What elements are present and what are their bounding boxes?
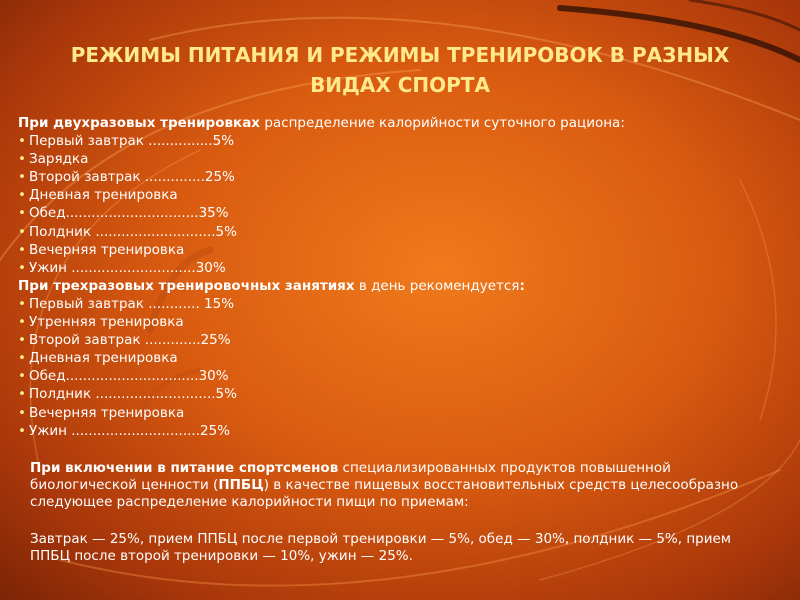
bullet-icon: • xyxy=(18,368,26,385)
bullet-icon: • xyxy=(18,422,26,439)
bullet-icon: • xyxy=(18,386,26,403)
list-item-text: Полдник ............................5% xyxy=(28,386,237,403)
two-sessions-heading-bold: При двухразовых тренировках xyxy=(18,115,261,131)
list-item: • Первый завтрак ...............5% xyxy=(18,132,738,150)
list-item-text: Вечерняя тренировка xyxy=(28,241,185,258)
list-item: • Второй завтрак .............25% xyxy=(18,331,738,349)
list-item-text: Обед...............................35% xyxy=(28,205,229,222)
bullet-icon: • xyxy=(18,295,26,312)
list-item-text: Дневная тренировка xyxy=(28,350,178,367)
bullet-icon: • xyxy=(18,169,26,186)
ppbc-paragraph-text-end: ) в качестве пищевых восстановительных с… xyxy=(30,477,739,510)
bullet-icon: • xyxy=(18,223,26,240)
list-item: • Обед...............................35% xyxy=(18,204,738,222)
list-item: • Второй завтрак ..............25% xyxy=(18,168,738,186)
list-item-text: Обед...............................30% xyxy=(28,368,229,385)
list-item-text: Первый завтрак ............ 15% xyxy=(28,295,235,312)
list-item-text: Утренняя тренировка xyxy=(28,314,184,331)
list-item-text: Второй завтрак .............25% xyxy=(28,332,231,349)
three-sessions-heading-colon: : xyxy=(519,277,525,294)
ppbc-abbreviation: ППБЦ xyxy=(218,477,264,493)
three-sessions-list: • Первый завтрак ............ 15% • Утренн… xyxy=(18,295,738,440)
list-item: • Полдник ............................5% xyxy=(18,385,738,403)
list-item: • Обед...............................30% xyxy=(18,367,738,385)
list-item-text: Дневная тренировка xyxy=(28,187,178,204)
bullet-icon: • xyxy=(18,187,26,204)
list-item: • Дневная тренировка xyxy=(18,349,738,367)
list-item-text: Зарядка xyxy=(28,151,89,168)
list-item: • Вечерняя тренировка xyxy=(18,241,738,259)
list-item-text: Первый завтрак ...............5% xyxy=(28,133,235,150)
list-item: • Ужин ..............................25% xyxy=(18,422,738,440)
list-item-text: Ужин ..............................25% xyxy=(28,422,230,439)
bullet-icon: • xyxy=(18,350,26,367)
list-item: • Ужин .............................30% xyxy=(18,259,738,277)
list-item-text: Второй завтрак ..............25% xyxy=(28,169,235,186)
list-item: • Полдник ............................5% xyxy=(18,223,738,241)
ppbc-paragraph-text: специализированных продуктов повышенной … xyxy=(30,460,671,493)
ppbc-paragraph: При включении в питание спортсменов спец… xyxy=(30,460,760,511)
two-sessions-list: • Первый завтрак ...............5% • Заряд… xyxy=(18,132,738,277)
bullet-icon: • xyxy=(18,133,26,150)
three-sessions-heading-bold: При трехразовых тренировочных занятиях xyxy=(18,277,355,294)
ppbc-paragraph-bold: При включении в питание спортсменов xyxy=(30,460,339,476)
bullet-icon: • xyxy=(18,259,26,276)
distribution-paragraph: Завтрак — 25%, прием ППБЦ после первой т… xyxy=(30,531,731,564)
bullet-icon: • xyxy=(18,241,26,258)
slide-content: При двухразовых тренировках распределени… xyxy=(18,114,738,440)
two-sessions-heading-rest: распределение калорийности суточного рац… xyxy=(260,115,625,131)
list-item-text: Вечерняя тренировка xyxy=(28,404,185,421)
three-sessions-heading-rest: в день рекомендуется xyxy=(354,277,520,294)
list-item-text: Полдник ............................5% xyxy=(28,223,237,240)
three-sessions-heading: При трехразовых тренировочных занятиях в… xyxy=(18,277,738,295)
bullet-icon: • xyxy=(18,151,26,168)
two-sessions-heading: При двухразовых тренировках распределени… xyxy=(18,114,738,132)
bullet-icon: • xyxy=(18,205,26,222)
list-item-text: Ужин .............................30% xyxy=(28,259,226,276)
bullet-icon: • xyxy=(18,314,26,331)
slide-title: РЕЖИМЫ ПИТАНИЯ И РЕЖИМЫ ТРЕНИРОВОК В РАЗ… xyxy=(70,43,730,97)
list-item: • Дневная тренировка xyxy=(18,186,738,204)
bullet-icon: • xyxy=(18,332,26,349)
bullet-icon: • xyxy=(18,404,26,421)
list-item: • Зарядка xyxy=(18,150,738,168)
list-item: • Первый завтрак ............ 15% xyxy=(18,295,738,313)
list-item: • Вечерняя тренировка xyxy=(18,404,738,422)
list-item: • Утренняя тренировка xyxy=(18,313,738,331)
